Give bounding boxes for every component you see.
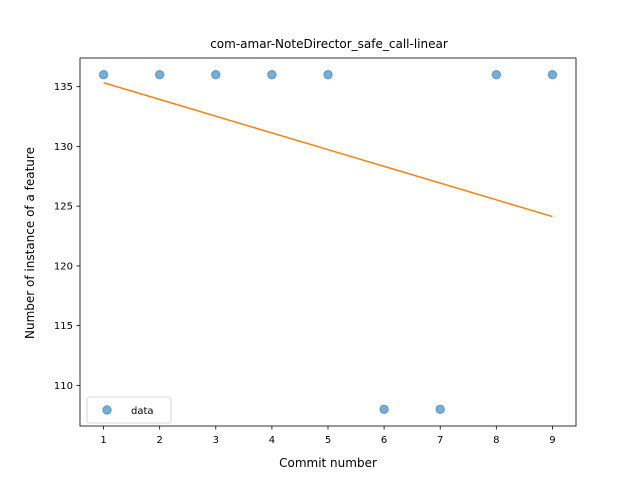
data-point	[98, 70, 109, 80]
data-point	[267, 70, 277, 80]
x-tick-label: 1	[100, 435, 106, 446]
legend-label: data	[131, 406, 154, 417]
chart-title: com-amar-NoteDirector_safe_call-linear	[210, 37, 448, 51]
x-tick-label: 6	[381, 435, 387, 446]
data-point	[435, 404, 445, 414]
y-tick-label: 110	[54, 381, 73, 392]
data-point	[547, 70, 558, 80]
legend-marker	[102, 405, 112, 415]
y-tick-label: 125	[54, 202, 73, 213]
legend: data	[86, 396, 172, 424]
y-tick-label: 115	[54, 321, 73, 332]
plot-area: 1 2 3 4 5 6 7 8 9 110 115 120 125 130 135	[54, 57, 577, 446]
fit-line	[103, 82, 553, 218]
x-tick-label: 7	[437, 435, 443, 446]
y-tick-label: 135	[54, 82, 73, 93]
data-point	[211, 70, 221, 80]
y-tick-label: 120	[54, 261, 73, 272]
y-axis-label: Number of instance of a feature	[23, 147, 37, 339]
x-tick-label: 5	[325, 435, 331, 446]
x-tick-label: 9	[549, 435, 555, 446]
legend-box	[86, 396, 172, 424]
x-tick-label: 3	[213, 435, 219, 446]
data-point	[154, 70, 165, 80]
x-tick-label: 8	[493, 435, 499, 446]
y-tick-label: 130	[54, 142, 73, 153]
data-point	[379, 404, 389, 414]
data-point	[491, 70, 502, 80]
data-point	[323, 70, 333, 80]
x-axis-label: Commit number	[279, 456, 377, 470]
x-tick-label: 4	[269, 435, 275, 446]
x-tick-label: 2	[156, 435, 162, 446]
